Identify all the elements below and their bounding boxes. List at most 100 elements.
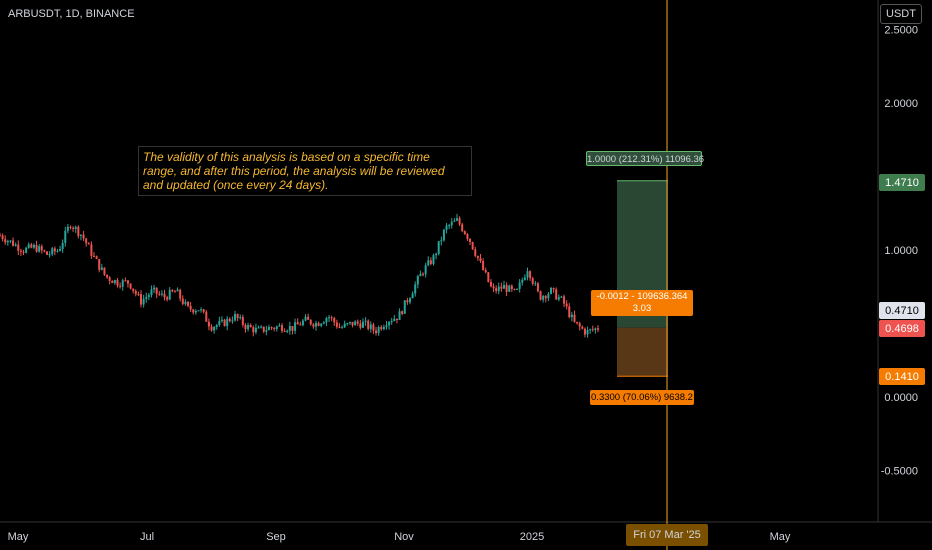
cursor-date-badge: Fri 07 Mar '25 xyxy=(626,524,708,546)
candle-body xyxy=(338,326,341,328)
candle-body xyxy=(35,244,38,252)
candle-body xyxy=(408,298,411,303)
candle-body xyxy=(424,265,427,275)
candle-body xyxy=(25,247,28,253)
candle-body xyxy=(539,291,542,300)
candle-body xyxy=(260,326,263,328)
candle-body xyxy=(142,298,145,305)
candle-body xyxy=(249,324,252,328)
candle-body xyxy=(597,328,599,330)
candle-body xyxy=(121,280,124,287)
candle-body xyxy=(51,248,54,255)
candle-body xyxy=(403,300,406,314)
candle-body xyxy=(435,253,438,256)
candle-body xyxy=(265,330,268,332)
candle-body xyxy=(369,324,372,329)
candle-body xyxy=(43,250,46,252)
candle-body xyxy=(100,267,103,270)
candle-body xyxy=(547,293,550,299)
candle-body xyxy=(479,258,482,262)
candle-body xyxy=(307,316,310,320)
candle-body xyxy=(333,317,336,323)
candle-body xyxy=(390,321,393,323)
analysis-note: The validity of this analysis is based o… xyxy=(138,146,472,196)
candle-body xyxy=(166,297,169,300)
stop-price-label: 0.1410 xyxy=(879,368,925,385)
candle-body xyxy=(461,224,464,232)
candle-body xyxy=(14,244,17,246)
stop-label: 0.3300 (70.06%) 9638.2 xyxy=(590,390,694,405)
candle-body xyxy=(192,309,195,313)
candle-body xyxy=(87,243,90,245)
x-tick-label: Sep xyxy=(266,531,286,543)
candle-body xyxy=(348,321,351,324)
candle-body xyxy=(53,248,56,252)
candle-body xyxy=(455,218,458,221)
candle-body xyxy=(523,277,526,281)
candle-body xyxy=(200,309,203,311)
candle-body xyxy=(563,296,566,304)
candle-body xyxy=(273,328,276,330)
candle-body xyxy=(158,293,161,295)
candle-body xyxy=(147,295,150,297)
candle-body xyxy=(153,287,156,290)
entry-label-line2: 3.03 xyxy=(632,303,652,314)
candle-body xyxy=(247,324,250,330)
candle-body xyxy=(322,322,325,324)
candle-body xyxy=(375,330,378,334)
candle-body xyxy=(471,241,474,250)
candle-body xyxy=(343,323,346,328)
candle-body xyxy=(330,317,333,319)
candle-body xyxy=(356,321,359,324)
candle-body xyxy=(380,327,383,330)
candle-body xyxy=(30,244,33,248)
candle-body xyxy=(262,326,265,332)
y-tick-label: 2.5000 xyxy=(884,25,918,37)
candle-body xyxy=(521,280,524,283)
candle-body xyxy=(171,289,174,292)
candle-body xyxy=(557,297,560,300)
candle-body xyxy=(469,238,472,242)
entry-label-line1: -0.0012 - 109636.364 xyxy=(596,291,688,302)
target-price-label: 1.4710 xyxy=(879,174,925,191)
candle-body xyxy=(502,285,505,289)
candle-body xyxy=(526,271,529,278)
candle-body xyxy=(278,325,281,327)
candle-body xyxy=(320,323,323,326)
candle-body xyxy=(64,230,67,243)
candle-body xyxy=(119,285,122,287)
candle-body xyxy=(568,306,571,318)
candle-body xyxy=(335,322,338,327)
candle-body xyxy=(56,250,59,252)
x-tick-label: 2025 xyxy=(520,531,544,543)
y-tick-label: 1.0000 xyxy=(884,245,918,257)
candle-body xyxy=(9,240,12,242)
currency-button[interactable]: USDT xyxy=(880,4,922,24)
candle-body xyxy=(132,288,135,291)
candle-body xyxy=(38,246,41,252)
candle-body xyxy=(388,321,391,326)
candle-body xyxy=(570,314,573,318)
candle-body xyxy=(32,244,35,248)
candle-body xyxy=(210,326,213,331)
candle-body xyxy=(555,289,558,300)
candle-body xyxy=(531,278,534,284)
candle-body xyxy=(495,288,498,292)
candle-body xyxy=(393,318,396,322)
candle-body xyxy=(40,246,43,251)
candle-body xyxy=(361,321,364,328)
candle-body xyxy=(145,296,148,299)
candle-body xyxy=(328,317,331,319)
candle-body xyxy=(213,327,216,331)
candle-body xyxy=(594,328,597,330)
candle-body xyxy=(448,225,451,227)
candle-body xyxy=(82,234,85,239)
candle-body xyxy=(406,300,409,303)
candle-body xyxy=(395,318,398,321)
candle-body xyxy=(317,323,320,326)
candle-body xyxy=(194,310,197,313)
candle-body xyxy=(529,271,532,279)
candle-body xyxy=(432,255,435,264)
candle-body xyxy=(442,229,445,241)
